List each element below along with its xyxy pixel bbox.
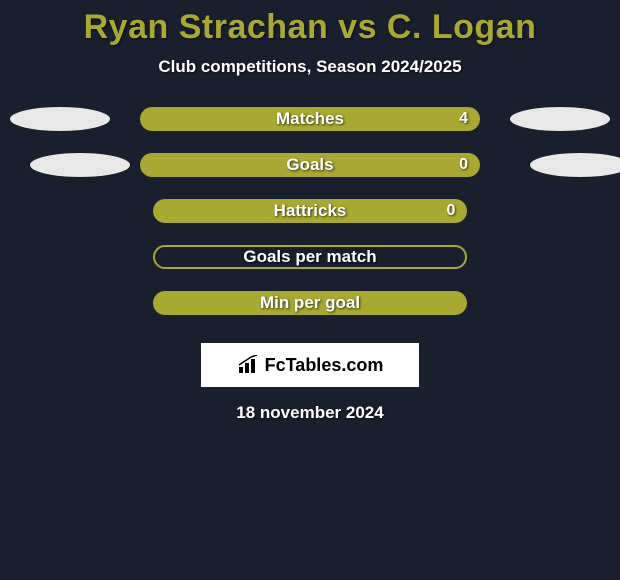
stat-row-matches: Matches 4 — [0, 107, 620, 131]
player2-marker — [510, 107, 610, 131]
page-title: Ryan Strachan vs C. Logan — [84, 8, 537, 47]
logo-text: FcTables.com — [265, 355, 384, 376]
marker-placeholder — [30, 245, 123, 269]
player1-marker — [10, 107, 110, 131]
stat-bar: Matches 4 — [140, 107, 480, 131]
marker-placeholder — [30, 291, 123, 315]
stat-value: 0 — [447, 202, 456, 220]
attribution-logo: FcTables.com — [201, 343, 419, 387]
stat-value: 4 — [459, 110, 468, 128]
marker-placeholder — [497, 291, 590, 315]
player2-marker — [530, 153, 620, 177]
stat-bar: Goals 0 — [140, 153, 480, 177]
stat-label: Hattricks — [274, 201, 347, 221]
stat-value: 0 — [459, 156, 468, 174]
stat-bar: Hattricks 0 — [153, 199, 468, 223]
stat-label: Goals per match — [243, 247, 376, 267]
stat-bar: Goals per match — [153, 245, 468, 269]
marker-placeholder — [497, 199, 590, 223]
comparison-panel: Ryan Strachan vs C. Logan Club competiti… — [0, 0, 620, 423]
marker-placeholder — [497, 245, 590, 269]
player1-marker — [30, 153, 130, 177]
stat-label: Min per goal — [260, 293, 360, 313]
stat-label: Goals — [286, 155, 333, 175]
date-label: 18 november 2024 — [236, 403, 383, 423]
page-subtitle: Club competitions, Season 2024/2025 — [158, 57, 461, 77]
stat-row-hattricks: Hattricks 0 — [0, 199, 620, 223]
marker-placeholder — [30, 199, 123, 223]
stat-row-goals: Goals 0 — [0, 153, 620, 177]
bar-chart-icon — [237, 355, 261, 375]
stat-row-goals-per-match: Goals per match — [0, 245, 620, 269]
stat-row-min-per-goal: Min per goal — [0, 291, 620, 315]
logo-content: FcTables.com — [237, 355, 384, 376]
stat-bar: Min per goal — [153, 291, 468, 315]
stat-label: Matches — [276, 109, 344, 129]
